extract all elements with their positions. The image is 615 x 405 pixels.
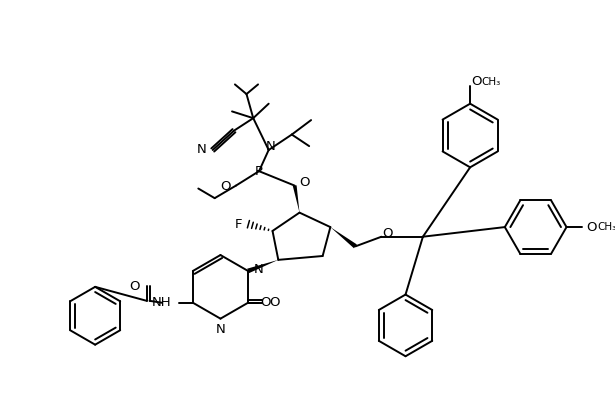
Text: P: P xyxy=(255,165,263,178)
Text: F: F xyxy=(235,218,243,231)
Text: N: N xyxy=(216,322,225,335)
Text: N: N xyxy=(254,262,264,275)
Text: N: N xyxy=(196,143,206,156)
Text: CH₃: CH₃ xyxy=(482,77,501,87)
Text: O: O xyxy=(221,180,231,193)
Text: O: O xyxy=(471,75,482,88)
Text: CH₃: CH₃ xyxy=(597,222,615,232)
Text: O: O xyxy=(269,296,280,309)
Text: O: O xyxy=(260,296,271,309)
Text: O: O xyxy=(383,227,393,240)
Text: O: O xyxy=(129,280,140,293)
Polygon shape xyxy=(293,185,300,213)
Text: O: O xyxy=(586,221,597,234)
Text: O: O xyxy=(300,176,310,189)
Polygon shape xyxy=(247,260,279,273)
Text: NH: NH xyxy=(152,296,172,309)
Text: N: N xyxy=(266,140,276,153)
Polygon shape xyxy=(330,227,357,248)
